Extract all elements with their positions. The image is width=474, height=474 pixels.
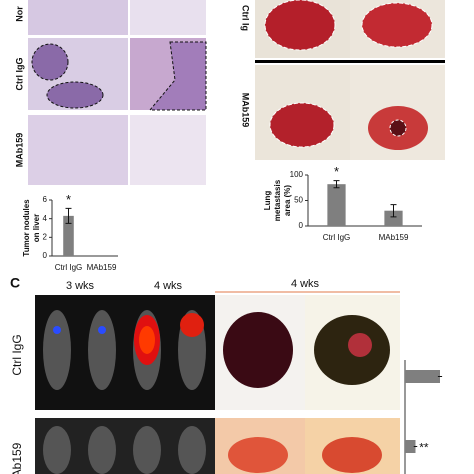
time-label: 4 wks: [291, 278, 320, 290]
bar: [327, 184, 346, 226]
y-axis-label: Lung: [263, 191, 272, 211]
x-tick-label: MAb159: [379, 233, 409, 242]
row-label: Nor: [14, 6, 24, 22]
nodule: [46, 81, 104, 109]
row-label: Ctrl Ig: [241, 5, 251, 31]
nodule: [148, 41, 207, 111]
x-tick-label: MAb159: [87, 263, 117, 272]
row-label: MAb159: [241, 93, 251, 128]
lung: [361, 2, 433, 48]
bar: [63, 215, 74, 256]
micrographs: [28, 0, 207, 185]
y-axis-label: area (%): [283, 185, 292, 216]
row-label: Ab159: [10, 442, 24, 474]
mouse: [88, 310, 116, 390]
y-axis-label: metastasis: [273, 179, 282, 221]
nodule: [348, 333, 372, 357]
annotation: **: [419, 441, 429, 455]
error-bar: [333, 180, 340, 189]
time-label: 4 wks: [154, 280, 183, 292]
row-label: MAb159: [14, 133, 24, 168]
nodule: [31, 43, 69, 81]
mouse: [43, 426, 71, 474]
bar: [405, 370, 440, 383]
annotation: *: [66, 192, 71, 207]
x-tick-label: Ctrl IgG: [55, 263, 83, 272]
row-label: Ctrl IgG: [14, 58, 24, 91]
y-axis-label: Tumor nodules: [22, 199, 31, 257]
lung: [322, 437, 382, 473]
mouse: [43, 310, 71, 390]
y-tick-label: 100: [290, 170, 304, 179]
lung: [269, 102, 335, 148]
error-bar: [65, 207, 72, 224]
lung: [264, 0, 336, 51]
imaging: [35, 291, 400, 474]
y-tick-label: 50: [294, 196, 303, 205]
error-bar: [390, 204, 397, 218]
mouse: [88, 426, 116, 474]
nodule: [389, 119, 407, 137]
bar: [384, 210, 403, 226]
mouse: [133, 426, 161, 474]
lung: [223, 312, 293, 388]
y-tick-label: 0: [43, 251, 48, 260]
y-tick-label: 2: [43, 232, 48, 241]
y-tick-label: 6: [43, 195, 48, 204]
lung: [228, 437, 288, 473]
mouse: [178, 426, 206, 474]
divider: [255, 60, 445, 63]
row-label: Ctrl IgG: [10, 334, 24, 375]
annotation: *: [334, 164, 339, 179]
micrograph: [130, 115, 206, 185]
bar: [405, 440, 416, 453]
lung-photos: [255, 0, 445, 160]
signal: [180, 313, 204, 337]
micrograph: [28, 115, 128, 185]
y-axis-label: on liver: [32, 214, 41, 242]
micrograph: [130, 0, 206, 35]
signal: [53, 326, 61, 334]
panel-letter: C: [10, 275, 20, 291]
y-tick-label: 0: [299, 221, 304, 230]
signal: [139, 326, 155, 354]
y-tick-label: 4: [43, 214, 48, 223]
x-tick-label: Ctrl IgG: [323, 233, 351, 242]
micrograph: [28, 0, 128, 35]
time-label: 3 wks: [66, 280, 95, 292]
signal: [98, 326, 106, 334]
